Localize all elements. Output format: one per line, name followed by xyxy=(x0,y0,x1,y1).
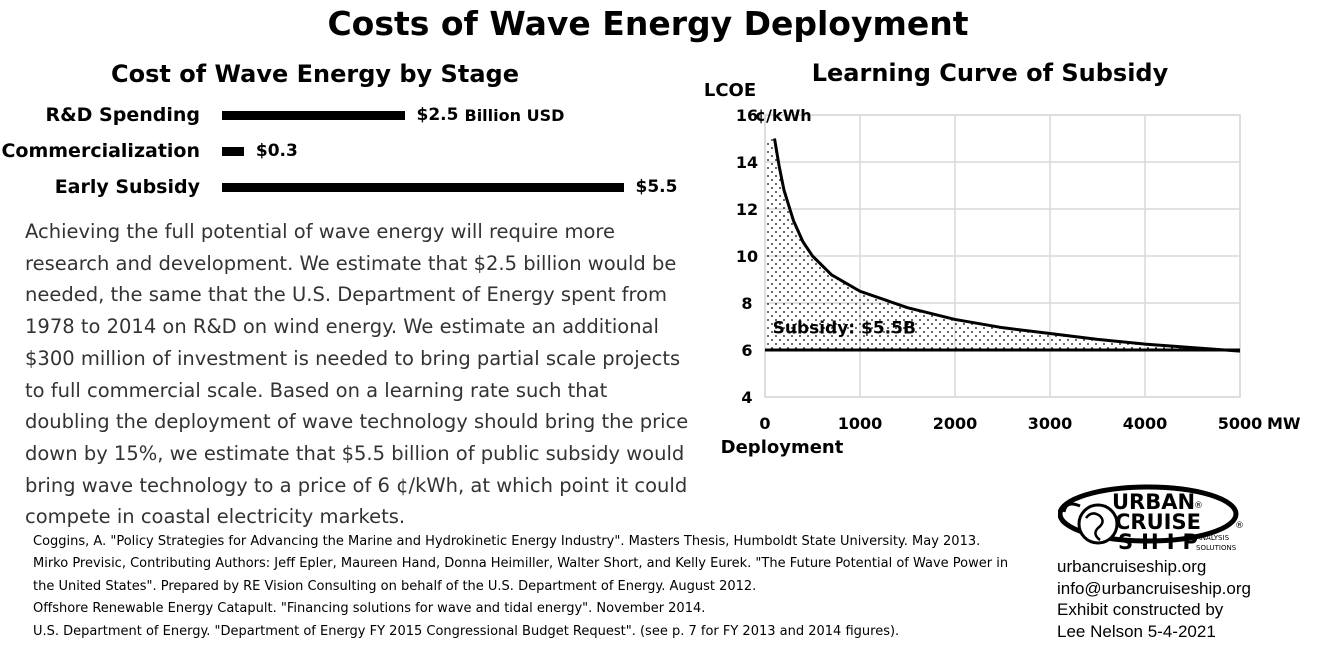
logo-text-ship: SHIP xyxy=(1118,530,1206,554)
unit-label: Billion USD xyxy=(464,106,565,125)
learning-curve-title: Learning Curve of Subsidy xyxy=(812,59,1169,87)
reference-item: Coggins, A. "Policy Strategies for Advan… xyxy=(33,534,981,549)
x-tick-label: 1000 xyxy=(838,414,883,433)
urban-cruise-ship-logo: URBAN CRUISE SHIP ANALYSIS SOLUTIONS ® ® xyxy=(1058,484,1244,554)
description-paragraph: Achieving the full potential of wave ene… xyxy=(25,220,689,529)
references-list: Coggins, A. "Policy Strategies for Advan… xyxy=(33,531,1023,643)
credit-line: Exhibit constructed by xyxy=(1057,600,1224,619)
bar-category-label: R&D Spending xyxy=(45,104,200,126)
x-unit-label: MW xyxy=(1267,414,1301,433)
y-tick-label: 16 xyxy=(736,106,758,125)
bar-value-label: $5.5 xyxy=(635,177,678,197)
bar-category-label: Early Subsidy xyxy=(54,176,200,198)
bar xyxy=(222,111,405,120)
bar xyxy=(222,147,244,156)
y-tick-label: 14 xyxy=(736,153,758,172)
bar-value-label: $2.5 xyxy=(416,105,459,125)
bar-category-label: Commercialization xyxy=(1,140,200,162)
email-link[interactable]: info@urbancruiseship.org xyxy=(1057,578,1251,598)
y-tick-label: 6 xyxy=(741,341,752,360)
y-tick-label: 4 xyxy=(741,388,752,407)
y-tick-label: 8 xyxy=(741,294,752,313)
bar xyxy=(222,183,624,192)
logo-registered-mark: ® xyxy=(1194,501,1203,511)
learning-curve-chart: Learning Curve of Subsidy LCOE Deploymen… xyxy=(704,59,1301,458)
page-title: Costs of Wave Energy Deployment xyxy=(327,4,969,43)
x-tick-label: 2000 xyxy=(933,414,978,433)
bar-value-label: $0.3 xyxy=(255,141,298,161)
reference-item: Offshore Renewable Energy Catapult. "Fin… xyxy=(33,601,706,617)
learning-curve-line xyxy=(773,138,1241,353)
reference-item: U.S. Department of Energy. "Department o… xyxy=(33,623,900,639)
credit-line: Lee Nelson 5-4-2021 xyxy=(1057,621,1216,641)
logo-text-cruise: CRUISE xyxy=(1115,510,1201,534)
logo-tag-solutions: SOLUTIONS xyxy=(1196,544,1237,552)
bar-chart-title: Cost of Wave Energy by Stage xyxy=(111,60,519,88)
logo-registered-mark: ® xyxy=(1235,521,1244,531)
x-tick-label: 4000 xyxy=(1123,414,1168,433)
website-link[interactable]: urbancruiseship.org xyxy=(1057,557,1207,576)
x-axis-label: Deployment xyxy=(721,437,844,458)
logo-ring-icon xyxy=(1058,484,1239,544)
x-tick-label: 0 xyxy=(759,414,770,433)
y-axis-label: LCOE xyxy=(704,80,756,101)
y-unit-label: ¢/kWh xyxy=(755,106,812,125)
logo-tag-analysis: ANALYSIS xyxy=(1196,534,1230,542)
y-tick-label: 10 xyxy=(736,247,758,266)
subsidy-area xyxy=(765,138,1240,352)
reference-item: Mirko Previsic, Contributing Authors: Je… xyxy=(33,556,1009,594)
contact-block: urbancruiseship.org info@urbancruiseship… xyxy=(1057,556,1251,642)
x-tick-label: 5000 xyxy=(1218,414,1263,433)
y-tick-label: 12 xyxy=(736,200,758,219)
x-tick-label: 3000 xyxy=(1028,414,1073,433)
logo-text-urban: URBAN xyxy=(1112,490,1195,514)
subsidy-annotation: Subsidy: $5.5B xyxy=(773,319,916,339)
